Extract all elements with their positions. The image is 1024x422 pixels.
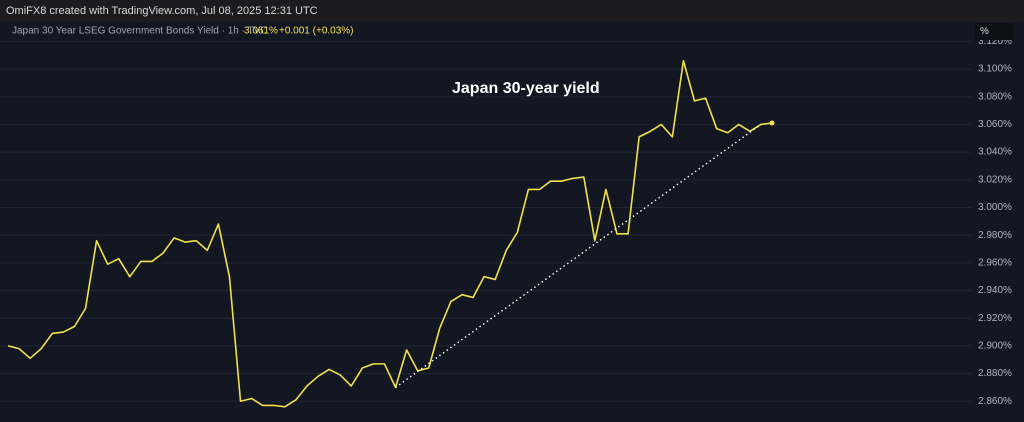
last-point: [769, 120, 775, 126]
plot: [7, 59, 775, 408]
y-tick-label: 2.920%: [978, 313, 1012, 324]
y-tick-label: 2.900%: [978, 341, 1012, 352]
y-tick-label: 3.120%: [978, 36, 1012, 47]
annotation: Japan 30-year yield: [452, 80, 600, 97]
legend-change: +0.001 (+0.03%): [279, 26, 354, 37]
grid: [0, 40, 972, 402]
y-tick-label: 2.980%: [978, 230, 1012, 241]
y-tick-label: 3.000%: [978, 202, 1012, 213]
y-tick-label: 3.100%: [978, 64, 1012, 75]
y-tick-label: 3.080%: [978, 91, 1012, 102]
y-tick-label: 2.940%: [978, 285, 1012, 296]
y-tick-label: 3.020%: [978, 174, 1012, 185]
unit-button-label[interactable]: %: [980, 26, 989, 37]
legend-last: 3.061%: [244, 26, 278, 37]
series-line: [7, 59, 773, 408]
header-text: OmiFX8 created with TradingView.com, Jul…: [6, 5, 318, 17]
header-bar: [0, 0, 1024, 22]
legend-name: Japan 30 Year LSEG Government Bonds Yiel…: [12, 26, 268, 37]
trendline: [395, 123, 762, 388]
y-axis: 2.860% 2.880% 2.900% 2.920% 2.940% 2.960% 2.98…: [978, 36, 1012, 407]
y-tick-label: 3.060%: [978, 119, 1012, 130]
y-tick-label: 2.860%: [978, 396, 1012, 407]
y-tick-label: 2.960%: [978, 257, 1012, 268]
unit-button[interactable]: [975, 23, 1013, 40]
y-tick-label: 2.880%: [978, 368, 1012, 379]
y-tick-label: 3.040%: [978, 147, 1012, 158]
